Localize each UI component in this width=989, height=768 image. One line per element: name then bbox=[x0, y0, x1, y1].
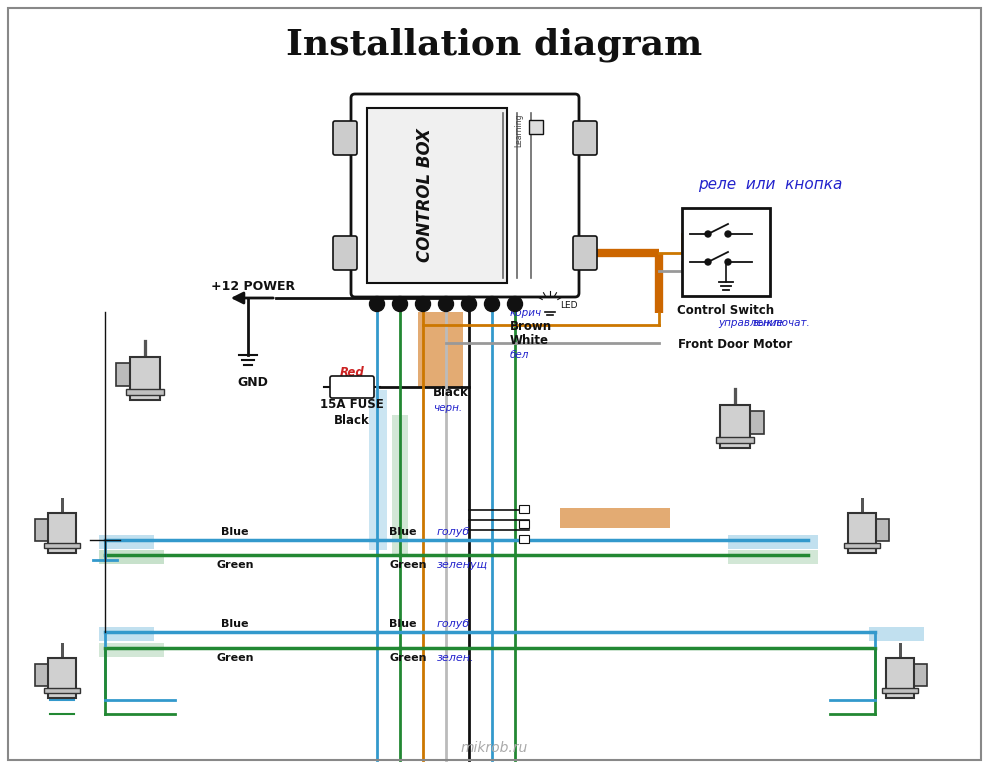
Circle shape bbox=[462, 296, 477, 312]
Text: корич: корич bbox=[510, 308, 542, 318]
Circle shape bbox=[438, 296, 454, 312]
FancyBboxPatch shape bbox=[333, 236, 357, 270]
Text: White: White bbox=[510, 335, 549, 347]
Text: голуб: голуб bbox=[437, 619, 470, 629]
Bar bbox=[48, 513, 76, 553]
FancyBboxPatch shape bbox=[573, 236, 597, 270]
Bar bbox=[36, 519, 48, 541]
Bar bbox=[886, 658, 914, 698]
Text: Black: Black bbox=[433, 386, 469, 399]
Bar bbox=[728, 535, 818, 549]
Bar bbox=[99, 535, 154, 549]
Circle shape bbox=[485, 296, 499, 312]
Circle shape bbox=[705, 231, 711, 237]
Circle shape bbox=[507, 296, 522, 312]
Text: Installation diagram: Installation diagram bbox=[286, 28, 702, 62]
Bar bbox=[716, 437, 754, 443]
Text: Blue: Blue bbox=[389, 527, 416, 537]
FancyBboxPatch shape bbox=[351, 94, 579, 297]
Text: реле  или  кнопка: реле или кнопка bbox=[698, 177, 843, 193]
FancyBboxPatch shape bbox=[573, 121, 597, 155]
Bar bbox=[869, 627, 924, 641]
Text: Green: Green bbox=[389, 560, 426, 570]
Text: CONTROL BOX: CONTROL BOX bbox=[416, 128, 434, 262]
Bar bbox=[750, 411, 764, 435]
Circle shape bbox=[393, 296, 407, 312]
Bar bbox=[48, 658, 76, 698]
Bar bbox=[369, 390, 387, 550]
Text: Green: Green bbox=[389, 653, 426, 663]
Bar bbox=[560, 508, 670, 528]
Text: +12 POWER: +12 POWER bbox=[211, 280, 295, 293]
Text: Red: Red bbox=[339, 366, 364, 379]
Text: голуб: голуб bbox=[437, 527, 470, 537]
Circle shape bbox=[725, 259, 731, 265]
Bar bbox=[682, 208, 770, 296]
Text: Green: Green bbox=[217, 560, 254, 570]
Bar bbox=[116, 363, 131, 386]
FancyBboxPatch shape bbox=[333, 121, 357, 155]
Circle shape bbox=[415, 296, 430, 312]
Text: зелен.: зелен. bbox=[437, 653, 475, 663]
Circle shape bbox=[725, 231, 731, 237]
Bar bbox=[519, 505, 529, 513]
Text: зеленущ: зеленущ bbox=[437, 560, 489, 570]
Bar bbox=[519, 535, 529, 543]
Bar bbox=[99, 627, 154, 641]
Circle shape bbox=[370, 296, 385, 312]
Bar bbox=[131, 357, 160, 399]
Text: 15A FUSE: 15A FUSE bbox=[320, 399, 384, 412]
Bar bbox=[845, 543, 879, 548]
Bar bbox=[392, 415, 408, 555]
Text: LED: LED bbox=[560, 300, 578, 310]
Bar bbox=[720, 405, 750, 448]
Bar bbox=[519, 520, 529, 528]
Bar bbox=[882, 687, 918, 694]
Text: управление: управление bbox=[718, 318, 783, 328]
Bar bbox=[728, 550, 818, 564]
Text: Front Door Motor: Front Door Motor bbox=[677, 339, 792, 352]
Text: Control Switch: Control Switch bbox=[677, 303, 774, 316]
Bar bbox=[36, 664, 48, 686]
Bar bbox=[99, 643, 164, 657]
Bar bbox=[127, 389, 164, 395]
Text: Blue: Blue bbox=[222, 619, 249, 629]
Circle shape bbox=[705, 259, 711, 265]
Bar bbox=[529, 120, 543, 134]
Text: Green: Green bbox=[217, 653, 254, 663]
Bar bbox=[45, 543, 80, 548]
Text: бел: бел bbox=[510, 350, 529, 360]
Text: Learning: Learning bbox=[514, 113, 523, 147]
FancyBboxPatch shape bbox=[330, 376, 374, 398]
Bar bbox=[418, 312, 463, 387]
Bar bbox=[849, 513, 875, 553]
Text: Blue: Blue bbox=[222, 527, 249, 537]
Text: Brown: Brown bbox=[510, 320, 552, 333]
Bar bbox=[367, 108, 507, 283]
Text: черн.: черн. bbox=[433, 403, 462, 413]
Text: Blue: Blue bbox=[389, 619, 416, 629]
Bar bbox=[914, 664, 927, 686]
Text: mikrob.ru: mikrob.ru bbox=[460, 741, 527, 755]
Text: выключат.: выключат. bbox=[752, 318, 810, 328]
Bar bbox=[45, 687, 80, 694]
Text: GND: GND bbox=[237, 376, 268, 389]
Text: Black: Black bbox=[334, 413, 370, 426]
Bar bbox=[99, 550, 164, 564]
Bar bbox=[875, 519, 889, 541]
